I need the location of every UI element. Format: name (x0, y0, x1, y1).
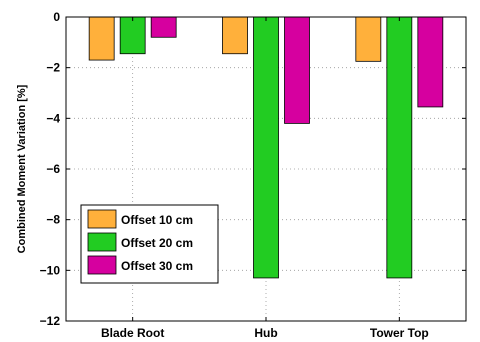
y-axis-title: Combined Moment Variation [%] (16, 84, 28, 253)
x-tick-label: Hub (254, 326, 277, 340)
bar (150, 16, 177, 38)
x-tick-label: Blade Root (101, 326, 164, 340)
legend-label: Offset 10 cm (121, 213, 193, 227)
legend-swatch (87, 255, 117, 275)
y-axis: 0 −2 −4 −6 −8 −10 −12 (40, 10, 466, 328)
bar (386, 16, 413, 279)
bar (119, 16, 146, 55)
bars (88, 16, 444, 279)
bar (417, 16, 444, 108)
legend-swatch (87, 209, 117, 229)
bar (355, 16, 382, 62)
x-tick-label: Tower Top (370, 326, 429, 340)
y-tick-label: −4 (46, 111, 60, 125)
y-tick-label: 0 (53, 10, 60, 24)
y-tick-label: −2 (46, 61, 60, 75)
legend-label: Offset 20 cm (121, 236, 193, 250)
y-tick-label: −8 (46, 213, 60, 227)
bar (88, 16, 115, 61)
bar (284, 16, 310, 124)
legend-label: Offset 30 cm (121, 259, 193, 273)
y-tick-label: −6 (46, 162, 60, 176)
y-tick-label: −10 (40, 263, 61, 277)
x-axis: Blade Root Hub Tower Top (101, 17, 429, 340)
bar (253, 16, 279, 279)
bar (222, 16, 248, 55)
legend: Offset 10 cm Offset 20 cm Offset 30 cm (80, 204, 219, 284)
legend-swatch (87, 232, 117, 252)
y-tick-label: −12 (40, 314, 61, 328)
